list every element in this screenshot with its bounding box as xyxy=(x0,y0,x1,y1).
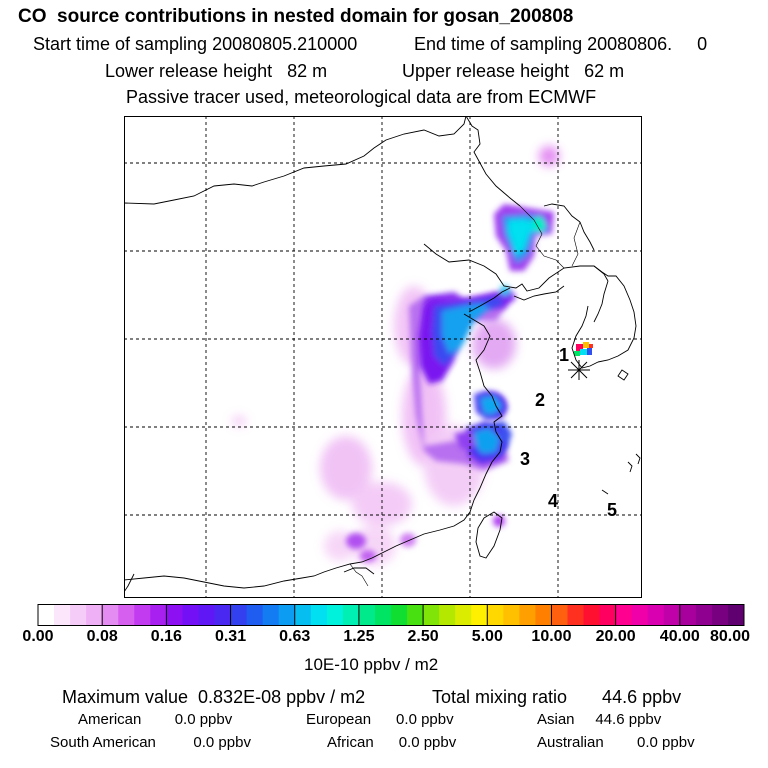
colorbar-cell xyxy=(727,605,745,625)
colorbar-cell xyxy=(102,605,119,625)
south-american-contribution: South American 0.0 ppbv xyxy=(50,734,251,751)
colorbar-cell xyxy=(262,605,280,625)
colorbar-cell xyxy=(246,605,264,625)
colorbar-cell xyxy=(679,605,697,625)
colorbar-cell xyxy=(166,605,183,625)
colorbar-cell xyxy=(471,605,488,625)
colorbar-tick-label: 0.00 xyxy=(22,628,54,645)
coastlines xyxy=(124,116,641,593)
colorbar-cell xyxy=(278,605,296,625)
colorbar-cell xyxy=(503,605,520,625)
colorbar-tick-label: 2.50 xyxy=(407,628,439,645)
colorbar-cell xyxy=(583,605,601,625)
receptor-asterisk-icon xyxy=(568,360,590,380)
contribution-field xyxy=(232,146,593,566)
colorbar-cell xyxy=(599,605,617,625)
colorbar-tick-label: 10.00 xyxy=(531,628,572,645)
colorbar-cell xyxy=(567,605,585,625)
max-value-label: Maximum value 0.832E-08 ppbv / m2 xyxy=(62,687,366,707)
colorbar-cell xyxy=(551,605,568,625)
colorbar-cell xyxy=(342,605,360,625)
colorbar-tick-label: 0.31 xyxy=(214,628,247,645)
colorbar-cell xyxy=(118,605,135,625)
colorbar-cell xyxy=(423,605,440,625)
colorbar-frame xyxy=(37,604,745,626)
colorbar-cell xyxy=(535,605,552,625)
colorbar xyxy=(37,604,745,626)
colorbar-cell xyxy=(182,605,199,625)
colorbar-cell xyxy=(407,605,424,625)
colorbar-cell xyxy=(455,605,472,625)
colorbar-cell xyxy=(487,605,504,625)
map-title: CO source contributions in nested domain… xyxy=(18,6,574,27)
colorbar-tick-label: 20.00 xyxy=(595,628,636,645)
colorbar-cell xyxy=(358,605,376,625)
colorbar-cell xyxy=(198,605,215,625)
tracer-note: Passive tracer used, meteorological data… xyxy=(126,87,597,107)
colorbar-cell xyxy=(647,605,665,625)
region-marker-1: 1 xyxy=(559,345,570,365)
colorbar-tick-label: 40.00 xyxy=(659,628,700,645)
colorbar-tick-label: 5.00 xyxy=(471,628,503,645)
colorbar-cell xyxy=(631,605,649,625)
colorbar-cell xyxy=(711,605,729,625)
lat-lon-grid xyxy=(124,116,642,598)
colorbar-cell xyxy=(150,605,167,625)
australian-contribution: Australian 0.0 ppbv xyxy=(537,734,695,751)
colorbar-tick-label: 0.08 xyxy=(86,628,118,645)
colorbar-cell xyxy=(294,605,312,625)
region-marker-2: 2 xyxy=(535,390,546,410)
colorbar-tick-label: 80.00 xyxy=(709,628,751,645)
colorbar-cell xyxy=(134,605,151,625)
colorbar-cell xyxy=(439,605,456,625)
colorbar-cell xyxy=(54,605,71,625)
colorbar-cells xyxy=(38,605,745,625)
colorbar-cell xyxy=(663,605,681,625)
lower-height-label: Lower release height 82 m xyxy=(105,61,328,81)
colorbar-cell xyxy=(326,605,344,625)
colorbar-tick-label: 0.63 xyxy=(279,628,311,645)
colorbar-cell xyxy=(310,605,328,625)
colorbar-cell xyxy=(38,605,55,625)
african-contribution: African 0.0 ppbv xyxy=(327,734,457,751)
colorbar-cell xyxy=(70,605,87,625)
map-frame xyxy=(124,116,642,598)
colorbar-cell xyxy=(519,605,536,625)
region-marker-5: 5 xyxy=(607,500,618,520)
colorbar-tick-label: 1.25 xyxy=(343,628,375,645)
receptor-hotspot xyxy=(574,342,593,356)
end-time-label: End time of sampling 20080806. 0 xyxy=(414,34,708,54)
total-mixing-ratio-label: Total mixing ratio 44.6 ppbv xyxy=(432,687,682,707)
start-time-label: Start time of sampling 20080805.210000 xyxy=(33,34,358,54)
footprint-map xyxy=(124,116,642,598)
upper-height-label: Upper release height 62 m xyxy=(402,61,625,81)
colorbar-cell xyxy=(374,605,392,625)
colorbar-cell xyxy=(391,605,408,625)
colorbar-cell xyxy=(615,605,633,625)
colorbar-cell xyxy=(230,605,248,625)
colorbar-unit-label: 10E-10 ppbv / m2 xyxy=(304,655,439,674)
borders xyxy=(349,205,581,587)
colorbar-tick-label: 0.16 xyxy=(150,628,182,645)
colorbar-cell xyxy=(214,605,232,625)
region-marker-4: 4 xyxy=(548,491,559,511)
european-contribution: European 0.0 ppbv xyxy=(306,711,454,728)
american-contribution: American 0.0 ppbv xyxy=(78,711,233,728)
colorbar-cell xyxy=(86,605,103,625)
region-marker-3: 3 xyxy=(520,449,531,469)
colorbar-cell xyxy=(695,605,713,625)
asian-contribution: Asian 44.6 ppbv xyxy=(537,711,662,728)
